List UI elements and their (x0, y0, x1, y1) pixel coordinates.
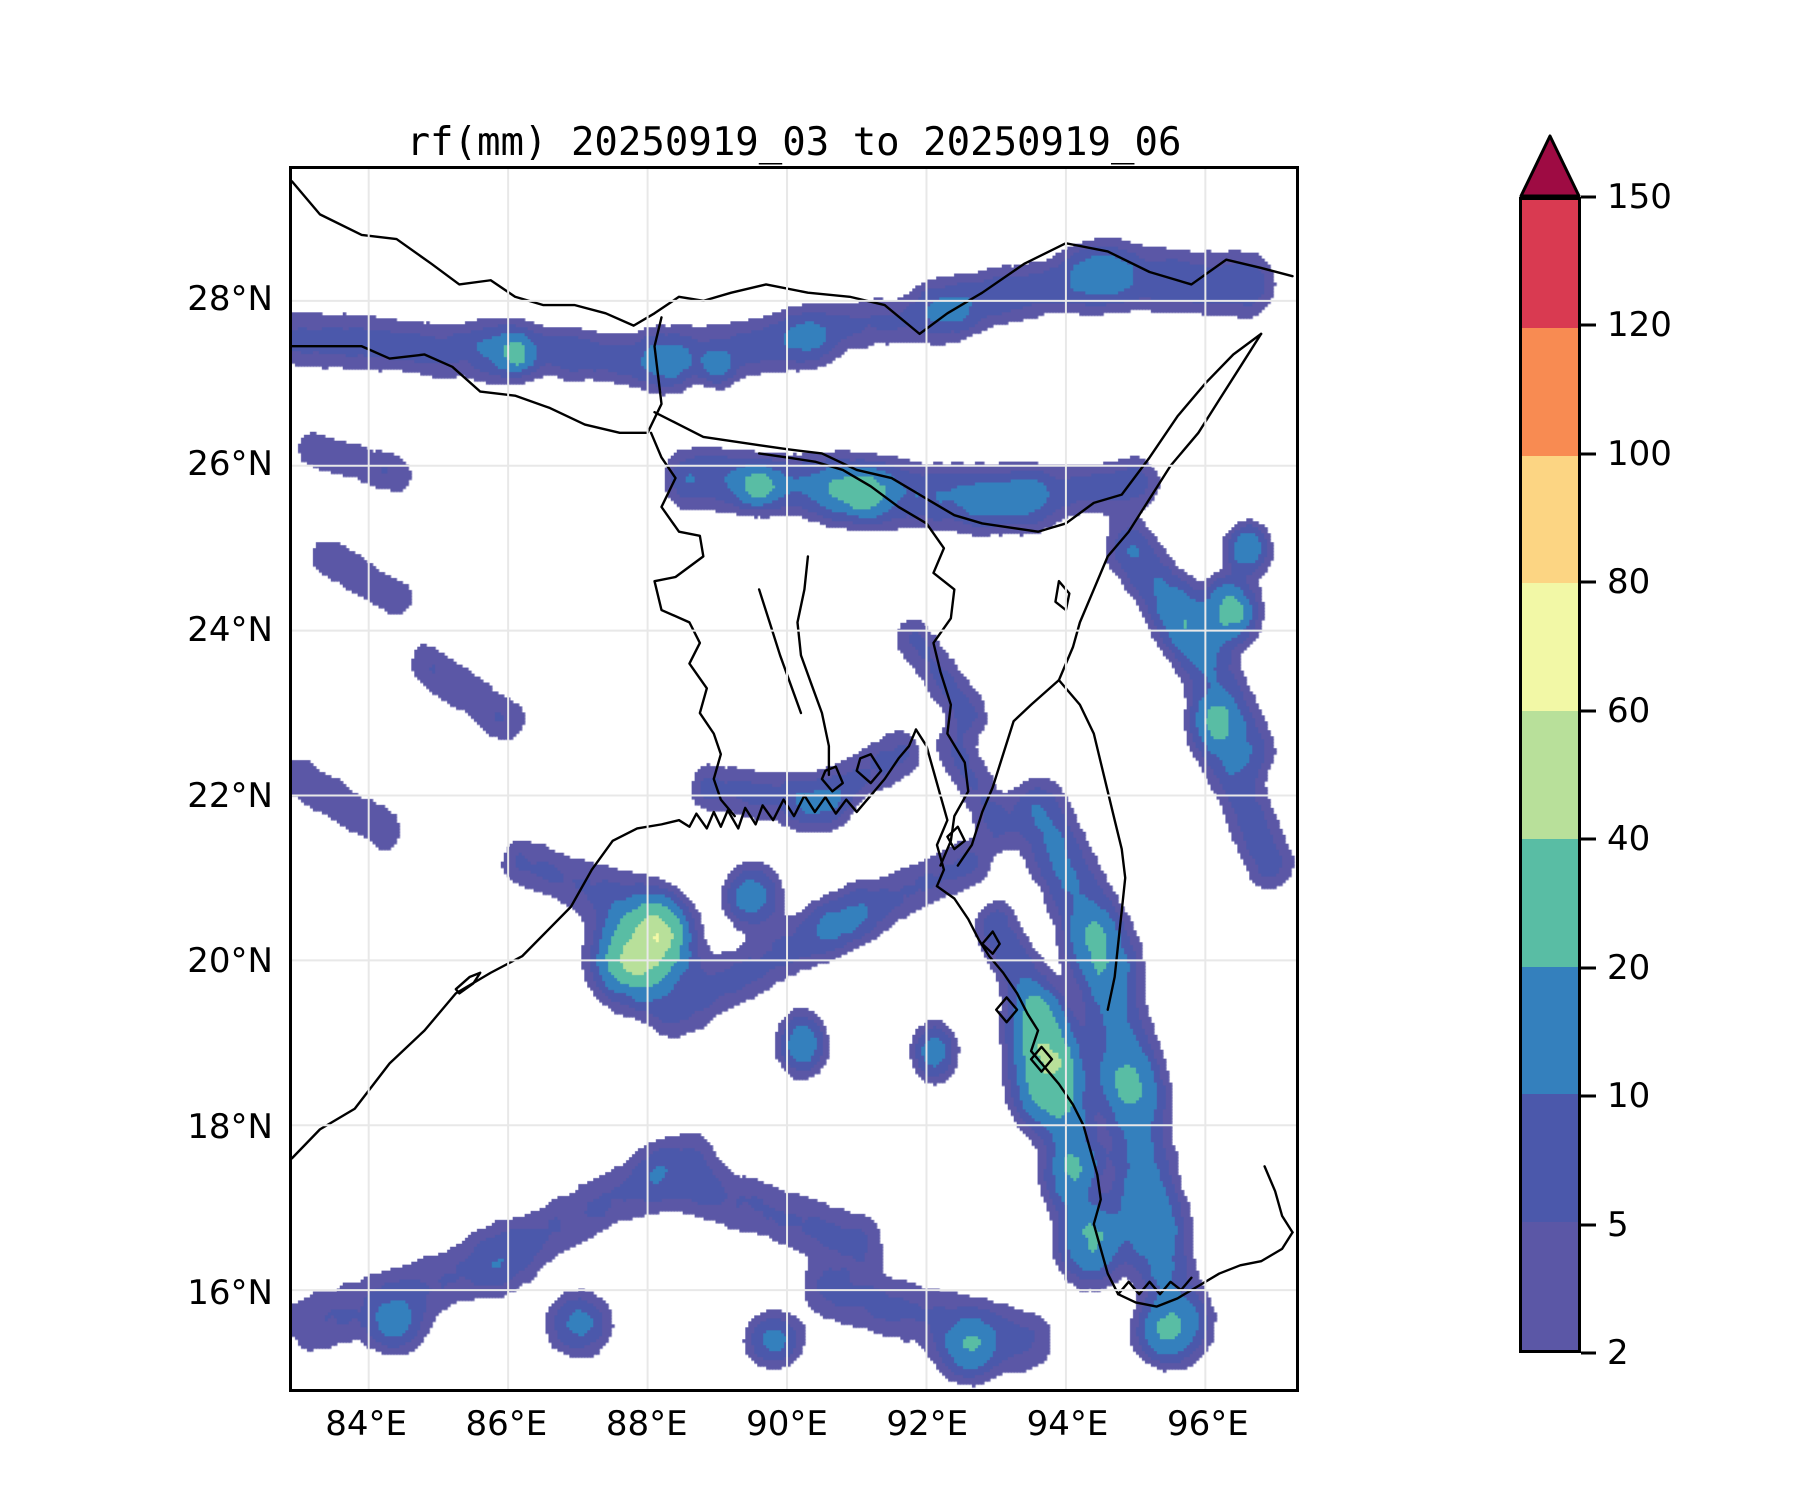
colorbar-tick-mark-10 (1581, 1094, 1596, 1098)
latitude-tick-18: 18°N (187, 1106, 273, 1147)
coastline-path-7 (454, 971, 482, 995)
colorbar-band-100-120 (1522, 327, 1578, 456)
colorbar-tick-label-120: 120 (1607, 305, 1672, 346)
map-plot-area[interactable] (289, 166, 1299, 1392)
latitude-tick-28: 28°N (187, 278, 273, 319)
colorbar-bands (1519, 197, 1581, 1353)
colorbar-tick-label-10: 10 (1607, 1076, 1651, 1117)
colorbar-tick-mark-20 (1581, 966, 1596, 970)
longitude-tick-84: 84°E (325, 1404, 408, 1444)
colorbar-band-2-5 (1522, 1222, 1578, 1351)
longitude-tick-92: 92°E (886, 1404, 969, 1444)
colorbar-tick-mark-2 (1581, 1351, 1596, 1355)
coastline-path-1 (292, 316, 663, 434)
colorbar-tick-label-5: 5 (1607, 1204, 1629, 1245)
colorbar-tick-mark-80 (1581, 580, 1596, 584)
longitude-tick-90: 90°E (746, 1404, 828, 1444)
coastline-overlay (292, 180, 1294, 1308)
colorbar-tick-label-150: 150 (1607, 177, 1672, 217)
colorbar-band-20-40 (1522, 838, 1578, 967)
latitude-tick-24: 24°N (187, 609, 273, 650)
coastline-path-17 (1263, 1165, 1294, 1234)
colorbar-tick-mark-5 (1581, 1223, 1596, 1227)
colorbar-tick-mark-150 (1581, 195, 1596, 199)
colorbar-over-arrow (1519, 134, 1581, 198)
coastline-path-5 (956, 332, 1263, 867)
coastline-path-21 (981, 930, 1001, 955)
coastline-path-12 (757, 588, 803, 715)
coastline-path-4 (757, 452, 970, 867)
coastline-path-16 (1057, 678, 1127, 1011)
coastline-path-11 (796, 555, 831, 777)
coastline-path-0 (292, 180, 1294, 336)
coastline-path-10 (855, 753, 883, 785)
longitude-tick-88: 88°E (605, 1404, 688, 1444)
colorbar-tick-label-40: 40 (1607, 819, 1651, 860)
colorbar-tick-label-100: 100 (1607, 433, 1672, 474)
colorbar-tick-mark-40 (1581, 837, 1596, 841)
coastline-path-9 (820, 765, 845, 793)
graticule-grid (292, 169, 1296, 1389)
colorbar-tick-label-60: 60 (1607, 690, 1651, 731)
colorbar-band-120-150 (1522, 200, 1578, 328)
coastline-path-2 (653, 332, 1263, 533)
colorbar-band-10-20 (1522, 966, 1578, 1095)
coastline-path-15 (1116, 1276, 1193, 1296)
colorbar-band-80-100 (1522, 455, 1578, 584)
longitude-tick-94: 94°E (1026, 1404, 1109, 1444)
coastline-path-6 (292, 819, 681, 1160)
colorbar-band-60-80 (1522, 583, 1578, 712)
latitude-tick-16: 16°N (187, 1272, 273, 1313)
colorbar-tick-label-20: 20 (1607, 947, 1651, 988)
colorbar-tick-mark-100 (1581, 452, 1596, 456)
title-line-primary: rf(mm) 20250919_03 to 20250919_06 (406, 120, 1182, 166)
colorbar-tick-mark-60 (1581, 709, 1596, 713)
colorbar-band-40-60 (1522, 711, 1578, 839)
longitude-tick-86: 86°E (465, 1404, 548, 1444)
coastline-path-19 (994, 996, 1019, 1024)
coastline-path-18 (1029, 1045, 1054, 1073)
coastline-path-13 (914, 728, 949, 888)
longitude-tick-96: 96°E (1166, 1404, 1249, 1444)
latitude-tick-26: 26°N (187, 444, 273, 485)
latitude-tick-22: 22°N (187, 775, 273, 816)
colorbar-tick-mark-120 (1581, 323, 1596, 327)
colorbar-band-5-10 (1522, 1094, 1578, 1223)
coastline-path-20 (946, 825, 966, 851)
colorbar-tick-label-80: 80 (1607, 562, 1651, 603)
coastline-path-14 (935, 884, 1294, 1308)
latitude-tick-20: 20°N (187, 941, 273, 982)
colorbar[interactable]: 2 5 10 20 40 60 80 100 120 150 (1519, 134, 1672, 1373)
colorbar-tick-label-2: 2 (1607, 1333, 1629, 1373)
coastline-path-3 (649, 431, 736, 818)
